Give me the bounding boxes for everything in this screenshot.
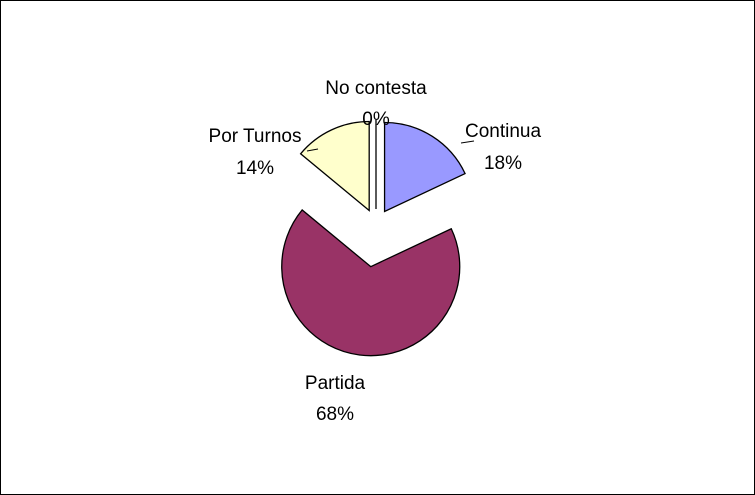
pie-slice-continua: [383, 121, 466, 213]
slice-value-continua: 18%: [484, 153, 522, 174]
leader-line-continua: [460, 140, 475, 144]
pie-slice-por-turnos: [299, 120, 370, 212]
slice-label-por-turnos: Por Turnos: [209, 126, 302, 147]
pie-slice-partida: [281, 209, 461, 357]
slice-label-partida: Partida: [305, 373, 366, 394]
slice-value-no-contesta: 0%: [362, 109, 390, 130]
slice-label-no-contesta: No contesta: [325, 78, 427, 99]
leader-line-por-turnos: [306, 148, 319, 152]
slice-value-partida: 68%: [316, 404, 354, 425]
slice-label-continua: Continua: [465, 121, 541, 142]
slice-value-por-turnos: 14%: [236, 158, 274, 179]
